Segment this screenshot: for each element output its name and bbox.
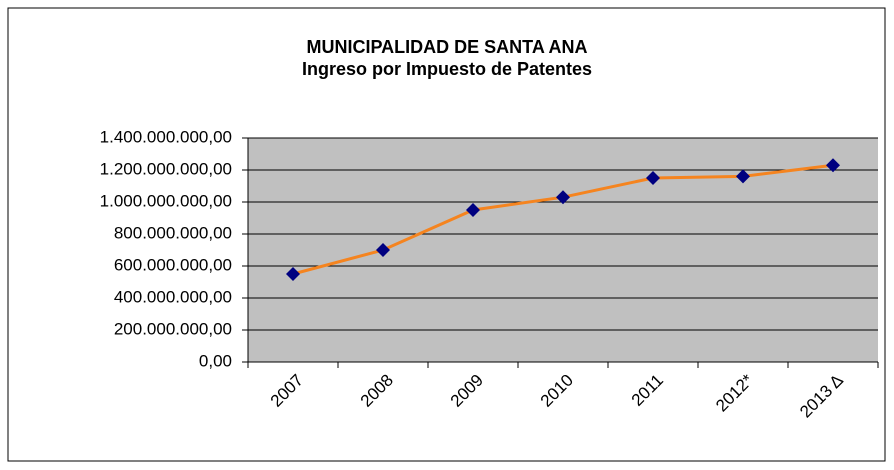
y-tick-label: 200.000.000,00	[114, 319, 232, 338]
y-tick-label: 600.000.000,00	[114, 255, 232, 274]
y-tick-label: 1.000.000.000,00	[100, 191, 232, 210]
plot-area	[248, 138, 878, 362]
chart-title: MUNICIPALIDAD DE SANTA ANA	[307, 37, 588, 57]
data-marker	[646, 171, 660, 185]
y-tick-label: 0,00	[199, 351, 232, 370]
data-marker	[736, 169, 750, 184]
y-tick-label: 800.000.000,00	[114, 223, 232, 242]
chart-subtitle: Ingreso por Impuesto de Patentes	[302, 59, 592, 79]
y-tick-label: 1.400.000.000,00	[100, 127, 232, 146]
data-marker	[556, 190, 570, 205]
y-tick-label: 1.200.000.000,00	[100, 159, 232, 178]
data-marker	[286, 267, 300, 281]
data-marker	[376, 243, 390, 257]
data-marker	[466, 203, 480, 217]
data-marker	[826, 158, 840, 173]
y-tick-label: 400.000.000,00	[114, 287, 232, 306]
